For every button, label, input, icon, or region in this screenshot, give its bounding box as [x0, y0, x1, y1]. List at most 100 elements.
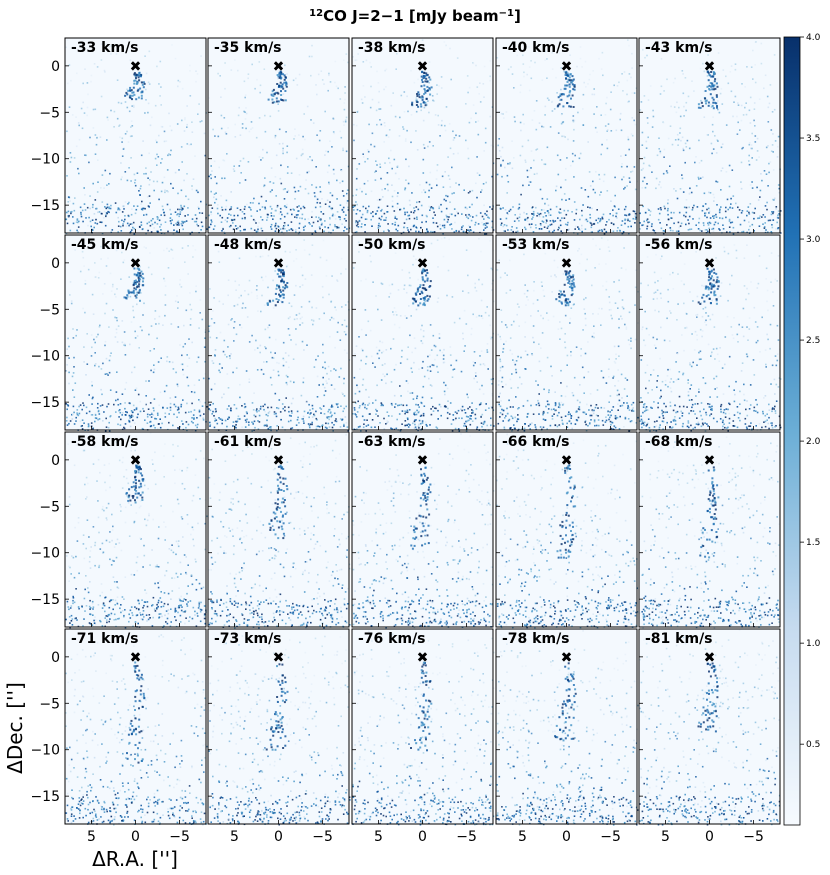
panel-background — [352, 38, 493, 233]
velocity-label: -35 km/s — [214, 40, 282, 56]
source-marker-icon: ✖ — [130, 453, 142, 469]
source-marker-icon: ✖ — [704, 256, 716, 272]
velocity-label: -81 km/s — [645, 631, 713, 647]
y-tick-label: −10 — [30, 743, 60, 759]
noise-pixels — [639, 435, 782, 629]
x-tick-label: −5 — [743, 829, 764, 845]
y-tick-label: −15 — [30, 395, 60, 411]
source-marker-icon: ✖ — [417, 256, 429, 272]
emission-structure — [697, 70, 719, 110]
colorbar: 0.5 1.0 1.5 2.0 2.5 3.0 3.5 4.0 — [783, 33, 821, 826]
velocity-label: -53 km/s — [502, 237, 570, 253]
x-tick-label: −5 — [600, 829, 621, 845]
colorbar-tick-label: 3.0 — [806, 235, 821, 245]
colorbar-tick-label: 2.5 — [806, 336, 820, 346]
colorbar-tick-label: 2.0 — [806, 437, 821, 447]
y-tick-label: 0 — [51, 453, 60, 469]
colorbar-gradient — [783, 36, 801, 826]
velocity-label: -40 km/s — [502, 40, 570, 56]
panel-background — [65, 235, 206, 430]
x-tick-label: −5 — [312, 829, 333, 845]
emission-structure — [554, 662, 577, 742]
emission-structure — [125, 464, 145, 504]
x-tick-label: 5 — [87, 829, 96, 845]
colorbar-tick-label: 0.5 — [806, 740, 820, 750]
y-tick-label: −15 — [30, 198, 60, 214]
velocity-label: -78 km/s — [502, 631, 570, 647]
x-tick-label: 5 — [374, 829, 383, 845]
y-tick-label: 0 — [51, 256, 60, 272]
emission-structure — [124, 71, 146, 101]
source-marker-icon: ✖ — [704, 59, 716, 75]
emission-structure — [126, 661, 146, 764]
noise-pixels — [496, 39, 638, 235]
velocity-label: -68 km/s — [645, 434, 713, 450]
emission-structure — [699, 466, 720, 559]
noise-pixels — [208, 236, 351, 432]
figure-title: 12CO J=2−1 [mJy beam−1] — [309, 7, 521, 25]
x-tick-label: 5 — [230, 829, 239, 845]
channel-panel: ✖ -73 km/s — [207, 628, 351, 826]
noise-pixels — [208, 40, 351, 235]
velocity-label: -43 km/s — [645, 40, 713, 56]
channel-panel: ✖ -78 km/s — [495, 628, 639, 826]
source-marker-icon: ✖ — [704, 453, 716, 469]
source-marker-icon: ✖ — [417, 453, 429, 469]
channel-panel: ✖ -61 km/s — [207, 431, 351, 629]
channel-panel: ✖ -81 km/s — [638, 628, 781, 826]
emission-structure — [265, 663, 289, 751]
y-axis-ticks: 0 −5 −10 −15 0 −5 −10 −15 0 −5 −10 −15 0 −5 −10 −15 — [30, 59, 60, 805]
title-superscript-isotope: 12 — [309, 8, 323, 19]
velocity-label: -45 km/s — [71, 237, 139, 253]
velocity-label: -48 km/s — [214, 237, 282, 253]
noise-pixels — [496, 630, 639, 826]
source-marker-icon: ✖ — [417, 650, 429, 666]
source-marker-icon: ✖ — [561, 650, 573, 666]
channel-panel: ✖ -66 km/s — [495, 431, 639, 629]
velocity-label: -73 km/s — [214, 631, 282, 647]
colorbar-tick-label: 1.0 — [806, 639, 821, 649]
source-marker-icon: ✖ — [130, 650, 142, 666]
emission-structure — [697, 267, 720, 305]
noise-pixels — [496, 433, 639, 629]
channel-panel: ✖ -40 km/s — [495, 37, 638, 235]
velocity-label: -66 km/s — [502, 434, 570, 450]
y-tick-label: −15 — [30, 789, 60, 805]
panel-background — [496, 235, 637, 430]
emission-structure — [556, 70, 576, 108]
x-tick-label: 0 — [274, 829, 283, 845]
y-tick-label: −5 — [39, 302, 60, 318]
source-marker-icon: ✖ — [273, 650, 285, 666]
emission-structure — [268, 464, 289, 540]
emission-structure — [410, 661, 433, 752]
panel-background — [208, 235, 349, 430]
panel-background — [639, 432, 780, 627]
x-tick-label: 0 — [131, 829, 140, 845]
y-tick-label: −5 — [39, 105, 60, 121]
source-marker-icon: ✖ — [273, 59, 285, 75]
y-tick-label: −10 — [30, 546, 60, 562]
emission-structure — [556, 464, 577, 559]
noise-pixels — [65, 242, 208, 432]
x-axis-label: ΔR.A. [''] — [92, 847, 178, 871]
y-axis-label: ΔDec. [''] — [3, 682, 27, 774]
y-tick-label: 0 — [51, 59, 60, 75]
panel-background — [65, 38, 206, 233]
channel-panel: ✖ -38 km/s — [351, 37, 495, 235]
noise-pixels — [65, 634, 208, 826]
channel-panel: ✖ -71 km/s — [64, 628, 208, 826]
x-tick-label: 5 — [518, 829, 527, 845]
source-marker-icon: ✖ — [417, 59, 429, 75]
channel-panel: ✖ -33 km/s — [64, 37, 208, 235]
colorbar-tick-label: 1.5 — [806, 538, 820, 548]
channel-panel: ✖ -76 km/s — [351, 628, 495, 826]
panel-background — [65, 432, 206, 627]
emission-structure — [555, 270, 576, 307]
source-marker-icon: ✖ — [130, 59, 142, 75]
title-superscript-exponent: −1 — [499, 8, 514, 19]
channel-panel: ✖ -35 km/s — [207, 37, 351, 235]
y-tick-label: −15 — [30, 592, 60, 608]
channel-panels: ✖ -33 km/s ✖ -35 km/s ✖ -38 km/s ✖ -40 km/s ✖ -43… — [64, 37, 782, 826]
panel-background — [496, 629, 637, 824]
channel-panel: ✖ -68 km/s — [638, 431, 782, 629]
